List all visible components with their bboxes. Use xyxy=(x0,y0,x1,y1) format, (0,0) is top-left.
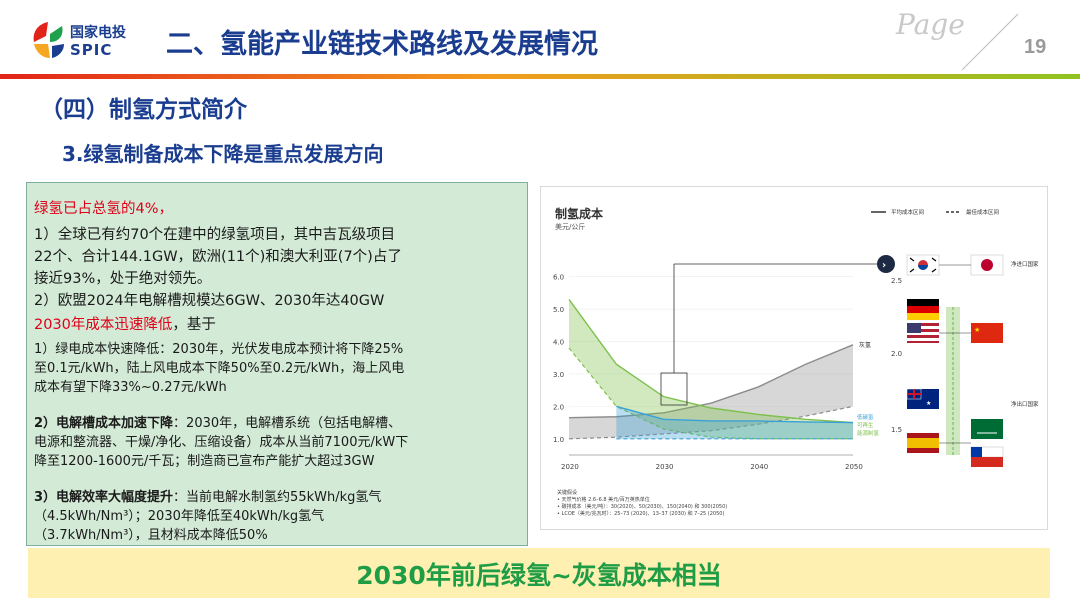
subsection-title: 3.绿氢制备成本下降是重点发展方向 xyxy=(62,142,384,166)
electrolyzer-cost-line3: 降至1200-1600元/千瓦；制造商已宣布产能扩大超过3GW xyxy=(34,454,375,469)
svg-text:★: ★ xyxy=(926,400,931,407)
series-upper-line-0 xyxy=(568,344,854,419)
summary-panel: 绿氢已占总氢的4%， 1）全球已有约70个在建中的绿氢项目，其中吉瓦级项目 22… xyxy=(26,182,528,546)
spic-logo-mark-icon xyxy=(33,22,64,58)
y-tick-label: 4.0 xyxy=(553,339,564,347)
spic-logo: 国家电投 SPIC xyxy=(30,20,150,62)
chart-title: 制氢成本 xyxy=(555,206,603,221)
page-number: 19 xyxy=(1024,36,1047,58)
flag-germany-icon xyxy=(907,299,939,320)
point2-line: 2）欧盟2024年电解槽规模达6GW、2030年达40GW xyxy=(34,293,385,309)
series-area-1 xyxy=(569,299,853,439)
series-upper-line-1 xyxy=(568,299,854,424)
x-tick-label: 2020 xyxy=(561,463,579,471)
notes-lcoe: • LCOE（美元/兆瓦时）：25–73 (2020)、13–37 (2030)… xyxy=(557,510,724,517)
logo-chinese-text: 国家电投 xyxy=(70,25,126,41)
flag-spain-icon xyxy=(907,433,939,453)
electrolyzer-cost-text: ：2030年，电解槽系统（包括电解槽、 xyxy=(173,416,402,431)
flag-usa-icon xyxy=(907,323,939,343)
efficiency-line2: （4.5kWh/Nm³）；2030年降低至40kWh/kg氢气 xyxy=(34,509,325,524)
electrolyzer-cost-line1: 2）电解槽成本加速下降：2030年，电解槽系统（包括电解槽、 xyxy=(34,412,401,431)
flag-korea-icon xyxy=(906,254,940,276)
logo-english-text: SPIC xyxy=(70,41,113,59)
electrolyzer-cost-line2: 电源和整流器、干燥/净化、压缩设备）成本从当前7100元/kW下 xyxy=(34,435,409,450)
notes-gas-price: • 天然气价格 2.6–6.8 美元/百万英热单位 xyxy=(557,496,650,503)
cost-drop-heading: 2030年成本迅速降低，基于 xyxy=(34,313,216,334)
svg-text:★: ★ xyxy=(974,326,980,334)
net-importers-label: 净进口国家 xyxy=(1011,260,1039,268)
efficiency-heading: 3）电解效率大幅度提升 xyxy=(34,490,174,505)
efficiency-line3: （3.7kWh/Nm³），且材料成本降低50% xyxy=(34,528,268,543)
flag-chile-icon xyxy=(970,446,1004,467)
electrolyzer-cost-heading: 2）电解槽成本加速下降 xyxy=(34,416,174,431)
section-title: （四）制氢方式简介 xyxy=(40,97,247,123)
notes-title: 关键假设 xyxy=(557,489,577,496)
notes-carbon-cost: • 碳排成本（美元/吨）：30(2020)、50(2030)、150(2040)… xyxy=(557,503,727,510)
right-axis-2-5: 2.5 xyxy=(891,277,902,285)
y-tick-label: 3.0 xyxy=(553,371,564,379)
y-tick-label: 6.0 xyxy=(553,274,564,282)
right-axis-2-0: 2.0 xyxy=(891,350,902,358)
legend-best: 最佳成本区间 xyxy=(966,208,999,216)
efficiency-text: ：当前电解水制氢约55kWh/kg氢气 xyxy=(173,490,382,505)
renewable-cost-line2: 至0.1元/kWh，陆上风电成本下降50%至0.2元/kWh，海上风电 xyxy=(34,361,405,376)
cost-drop-suffix: ，基于 xyxy=(172,317,216,333)
renewable-label-1: 可再生 xyxy=(857,421,874,429)
gray-hydrogen-label: 灰氢 xyxy=(859,341,871,349)
conclusion-text: 2030年前后绿氢~灰氢成本相当 xyxy=(356,561,722,590)
point1-line1: 1）全球已有约70个在建中的绿氢项目，其中吉瓦级项目 xyxy=(34,227,396,243)
header-divider xyxy=(0,74,1080,79)
y-tick-label: 5.0 xyxy=(553,306,564,314)
flag-saudi-arabia-icon xyxy=(971,419,1003,439)
y-tick-label: 1.0 xyxy=(553,436,564,444)
y-tick-label: 2.0 xyxy=(553,403,564,411)
renewable-label-2: 能源制氢 xyxy=(857,429,880,437)
cost-drop-highlight: 2030年成本迅速降低 xyxy=(34,317,173,333)
series-area-2 xyxy=(616,406,853,439)
expand-arrow-icon xyxy=(877,255,895,273)
page-slash-decoration xyxy=(961,13,1019,71)
x-tick-label: 2050 xyxy=(845,463,863,471)
x-tick-label: 2030 xyxy=(656,463,674,471)
flag-china-icon: ★ xyxy=(971,323,1003,343)
hydrogen-cost-chart-svg: 制氢成本 美元/公斤 平均成本区间 最佳成本区间 1.0 2.0 3.0 4.0 5.0… xyxy=(553,206,1039,517)
flag-australia-icon: ★ xyxy=(906,388,939,409)
low-carbon-label: 低碳氢 xyxy=(857,413,874,421)
series-lower-line-1 xyxy=(568,347,853,440)
point1-line3: 接近93%，处于绝对领先。 xyxy=(34,271,212,287)
x-tick-label: 2040 xyxy=(750,463,768,471)
page-label: Page xyxy=(896,8,965,41)
series-lower-line-0 xyxy=(568,405,854,440)
page-title: 二、氢能产业链技术路线及发展情况 xyxy=(166,29,598,60)
conclusion-banner: 2030年前后绿氢~灰氢成本相当 xyxy=(28,548,1050,598)
hydrogen-cost-chart: 制氢成本 美元/公斤 平均成本区间 最佳成本区间 1.0 2.0 3.0 4.0 5.0… xyxy=(540,186,1048,530)
right-axis-1-5: 1.5 xyxy=(891,426,902,434)
chart-subtitle: 美元/公斤 xyxy=(555,222,585,231)
flag-japan-icon xyxy=(970,254,1004,276)
point1-line2: 22个、合计144.1GW，欧洲(11个)和澳大利亚(7个)占了 xyxy=(34,249,402,265)
efficiency-line1: 3）电解效率大幅度提升：当前电解水制氢约55kWh/kg氢气 xyxy=(34,486,381,505)
series-upper-line-2 xyxy=(616,405,854,424)
expand-arrow-glyph: › xyxy=(882,260,886,271)
legend-average: 平均成本区间 xyxy=(891,208,924,216)
renewable-cost-line1: 1）绿电成本快速降低：2030年，光伏发电成本预计将下降25% xyxy=(34,342,404,357)
net-exporters-label: 净出口国家 xyxy=(1011,400,1039,408)
country-range-bar xyxy=(946,307,960,455)
green-hydrogen-share-text: 绿氢已占总氢的4%， xyxy=(34,201,174,217)
renewable-cost-line3: 成本有望下降33%~0.27元/kWh xyxy=(34,380,227,395)
